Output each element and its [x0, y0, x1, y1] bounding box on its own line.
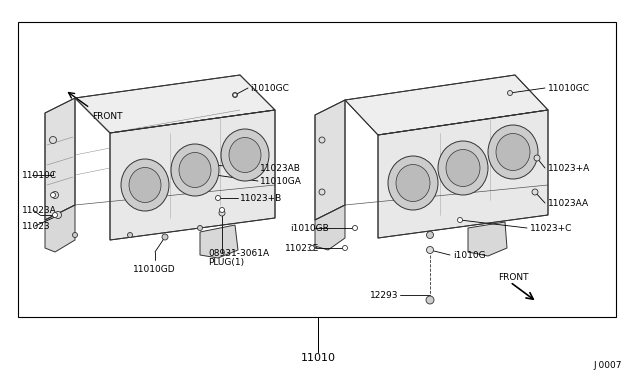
Circle shape [353, 225, 358, 231]
Text: 11023+A: 11023+A [548, 164, 590, 173]
Circle shape [310, 246, 314, 250]
Polygon shape [468, 222, 507, 256]
Polygon shape [378, 110, 548, 238]
Circle shape [52, 212, 58, 218]
Circle shape [458, 218, 463, 222]
Ellipse shape [121, 159, 169, 211]
Circle shape [426, 296, 434, 304]
Circle shape [319, 137, 325, 143]
Ellipse shape [396, 164, 430, 202]
Text: 11010: 11010 [301, 353, 335, 363]
Text: 11023: 11023 [22, 221, 51, 231]
Circle shape [534, 155, 540, 161]
Circle shape [51, 192, 58, 199]
Circle shape [49, 137, 56, 144]
Text: i1010G: i1010G [453, 250, 486, 260]
Circle shape [72, 232, 77, 237]
Ellipse shape [496, 134, 530, 170]
Text: FRONT: FRONT [92, 112, 122, 121]
Polygon shape [315, 205, 345, 250]
Ellipse shape [438, 141, 488, 195]
Circle shape [232, 93, 237, 97]
Text: 11010GC: 11010GC [548, 83, 590, 93]
Ellipse shape [179, 153, 211, 187]
Circle shape [220, 208, 225, 212]
Circle shape [426, 231, 433, 238]
Ellipse shape [488, 125, 538, 179]
Text: PLUG(1): PLUG(1) [208, 259, 244, 267]
Circle shape [532, 189, 538, 195]
Polygon shape [345, 75, 548, 135]
Text: 11023+B: 11023+B [240, 193, 282, 202]
Circle shape [127, 232, 132, 237]
Circle shape [54, 212, 61, 218]
Circle shape [426, 247, 433, 253]
Polygon shape [45, 98, 75, 220]
Circle shape [233, 93, 237, 97]
Ellipse shape [221, 129, 269, 181]
Text: 11023AA: 11023AA [548, 199, 589, 208]
Ellipse shape [229, 138, 261, 173]
Circle shape [198, 225, 202, 231]
Polygon shape [200, 225, 238, 258]
Circle shape [342, 246, 348, 250]
Text: 11023E: 11023E [285, 244, 319, 253]
Ellipse shape [171, 144, 219, 196]
Text: i1010GB: i1010GB [290, 224, 329, 232]
Polygon shape [110, 110, 275, 240]
Text: 12293: 12293 [370, 291, 399, 299]
Text: 11010C: 11010C [22, 170, 57, 180]
Text: FRONT: FRONT [498, 273, 529, 282]
Polygon shape [45, 205, 75, 252]
Text: 11023A: 11023A [22, 205, 57, 215]
Text: i1010GC: i1010GC [250, 83, 289, 93]
Ellipse shape [388, 156, 438, 210]
Ellipse shape [129, 167, 161, 202]
Circle shape [162, 234, 168, 240]
Text: 08931-3061A: 08931-3061A [208, 248, 269, 257]
Text: 11023AB: 11023AB [260, 164, 301, 173]
Circle shape [219, 210, 225, 216]
Polygon shape [315, 100, 345, 220]
Circle shape [216, 196, 221, 201]
Text: 11010GD: 11010GD [133, 266, 175, 275]
Text: 11023+C: 11023+C [530, 224, 572, 232]
Polygon shape [75, 75, 275, 133]
Text: 11010GA: 11010GA [260, 176, 302, 186]
Ellipse shape [446, 150, 480, 186]
Circle shape [508, 90, 513, 96]
Text: J 0007: J 0007 [593, 360, 622, 369]
Circle shape [51, 192, 56, 198]
Bar [18, 22, 616, 317]
Circle shape [319, 189, 325, 195]
